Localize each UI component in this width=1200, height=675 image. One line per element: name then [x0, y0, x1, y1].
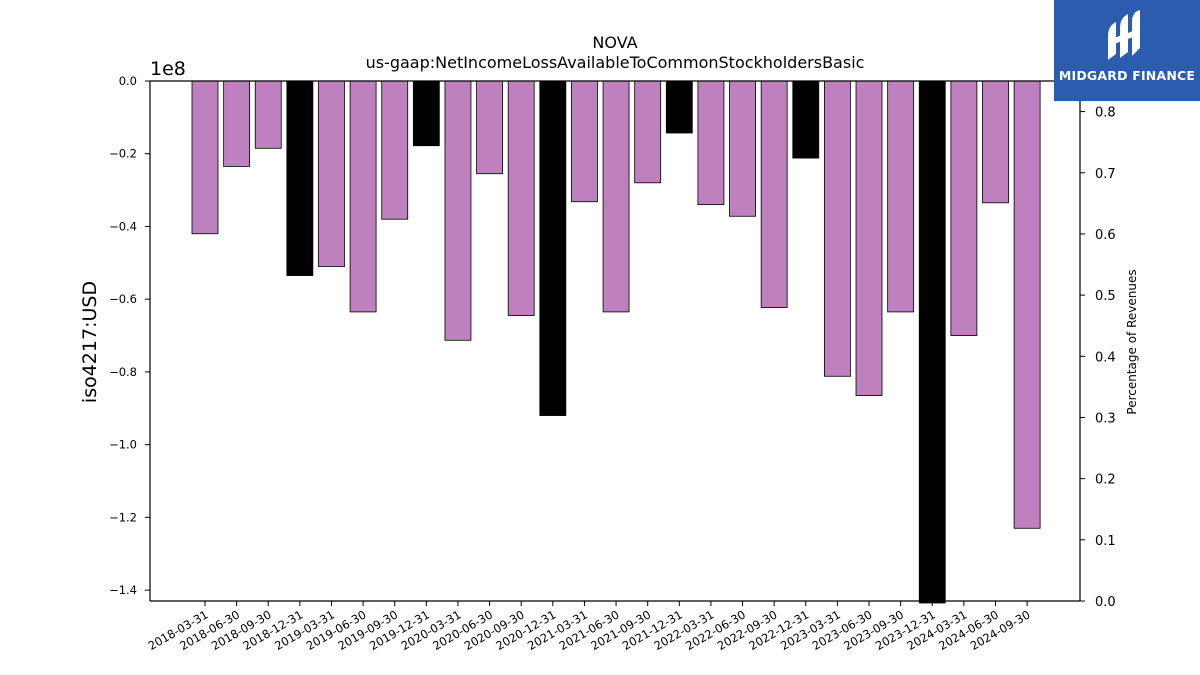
y-axis-label: iso4217:USD [79, 281, 101, 403]
logo-text: MIDGARD FINANCE [1058, 68, 1196, 83]
y-tick-label: −0.4 [109, 219, 137, 233]
chart-subtitle: us-gaap:NetIncomeLossAvailableToCommonSt… [366, 53, 865, 72]
midgard-logo-icon [1108, 10, 1140, 60]
bar-2018-03-31 [191, 80, 219, 235]
bar-2021-03-31 [571, 80, 598, 203]
y-tick-label: −1.0 [109, 438, 137, 452]
y2-tick-label: 0.8 [1095, 106, 1116, 121]
bar-2023-09-30 [887, 80, 915, 313]
bar-2018-09-30 [254, 80, 282, 149]
bar-2022-09-30 [760, 80, 788, 308]
bar-2018-12-31 [286, 80, 314, 276]
bar-2020-12-31 [539, 80, 567, 416]
bars-group [191, 80, 1041, 604]
bar-2024-09-30 [1013, 80, 1041, 529]
y-tick-label: −0.6 [109, 292, 137, 306]
y2-tick-label: 0.1 [1095, 534, 1116, 549]
y2-tick-label: 0.4 [1095, 350, 1116, 365]
bar-2021-06-30 [602, 80, 630, 313]
y2-tick-label: 0.0 [1095, 595, 1116, 610]
y2-tick-label: 0.5 [1095, 289, 1116, 304]
bar-2020-06-30 [476, 80, 503, 175]
y-axis-scale-label: 1e8 [150, 58, 186, 80]
bar-2023-03-31 [824, 80, 851, 377]
bar-2019-06-30 [349, 80, 377, 313]
y2-tick-label: 0.6 [1095, 228, 1116, 243]
y-tick-label: −1.4 [109, 583, 137, 597]
bar-2020-03-31 [444, 80, 472, 341]
bar-2022-06-30 [729, 80, 756, 217]
y2-tick-label: 0.2 [1095, 473, 1116, 488]
bar-2024-03-31 [950, 80, 978, 336]
y-tick-label: −0.2 [109, 147, 137, 161]
midgard-logo: MIDGARD FINANCE [1054, 0, 1200, 101]
bar-2020-09-30 [507, 80, 535, 316]
bar-2019-03-31 [318, 80, 345, 267]
bar-2021-09-30 [634, 80, 662, 184]
bar-2022-12-31 [792, 80, 820, 159]
bar-2019-09-30 [381, 80, 409, 220]
bar-2023-12-31 [918, 80, 946, 604]
bar-2018-06-30 [223, 80, 251, 167]
bar-2021-12-31 [665, 80, 693, 134]
bar-2024-06-30 [982, 80, 1009, 204]
y2-tick-label: 0.3 [1095, 411, 1116, 426]
bar-2023-06-30 [855, 80, 883, 396]
y2-tick-label: 0.7 [1095, 167, 1116, 182]
bar-2019-12-31 [412, 80, 440, 147]
y-tick-label: −0.8 [109, 365, 137, 379]
y-tick-label: −1.2 [109, 510, 137, 524]
bar-2022-03-31 [697, 80, 725, 206]
chart-title: NOVA [592, 33, 637, 52]
y-tick-label: 0.0 [119, 74, 137, 88]
y2-axis-label: Percentage of Revenues [1125, 269, 1139, 414]
